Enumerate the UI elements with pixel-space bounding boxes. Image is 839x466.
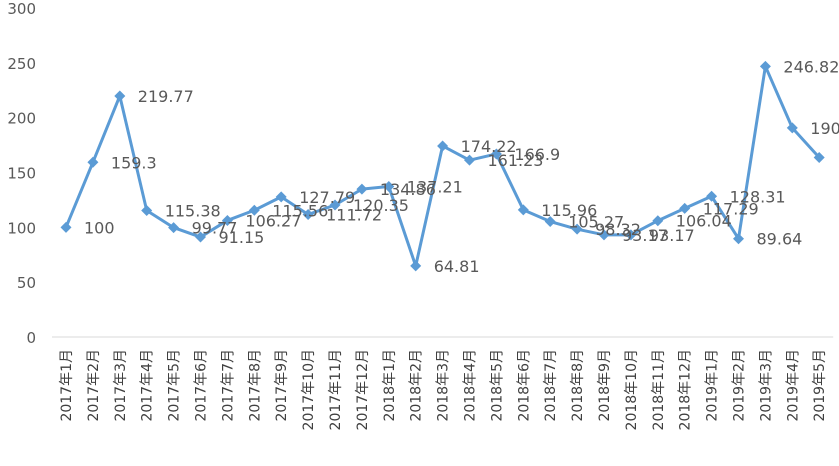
x-tick-label: 2018年8月: [570, 349, 586, 422]
data-point-marker: [195, 231, 206, 243]
data-label: 89.64: [757, 230, 803, 249]
data-point-marker: [625, 229, 637, 241]
data-point-marker: [759, 60, 771, 72]
data-label: 91.15: [219, 228, 265, 247]
data-point-marker: [248, 204, 260, 216]
data-point-marker: [786, 122, 798, 134]
data-labels: 100159.3219.77115.3899.7791.15106.27115.…: [84, 57, 839, 276]
data-point-marker: [598, 229, 610, 241]
x-tick-label: 2017年9月: [274, 349, 290, 422]
x-tick-label: 2018年5月: [489, 349, 505, 422]
data-label: 106.27: [245, 211, 301, 230]
x-tick-label: 2017年3月: [113, 349, 129, 422]
data-markers: [60, 60, 825, 272]
data-point-marker: [679, 202, 691, 214]
data-point-marker: [60, 221, 72, 233]
data-label: 163.65: [837, 149, 839, 168]
data-label: 115.56: [272, 201, 328, 220]
y-axis: 0 50 100 150 200 250 300: [7, 0, 36, 347]
x-tick-label: 2018年12月: [678, 349, 694, 430]
data-point-marker: [571, 223, 583, 235]
x-tick-label: 2017年11月: [328, 349, 344, 430]
x-tick-label: 2019年3月: [758, 349, 774, 422]
data-point-marker: [275, 191, 287, 203]
data-label: 93.17: [622, 226, 668, 245]
y-tick-label: 250: [7, 55, 36, 73]
x-tick-label: 2019年2月: [732, 349, 748, 422]
data-label: 190.66: [810, 119, 839, 138]
y-tick-label: 200: [7, 110, 36, 128]
data-label: 159.3: [111, 153, 157, 172]
x-tick-label: 2017年10月: [301, 349, 317, 430]
data-point-marker: [168, 222, 180, 234]
y-tick-label: 100: [7, 219, 36, 237]
x-tick-label: 2018年3月: [436, 349, 452, 422]
data-point-marker: [517, 204, 529, 216]
x-tick-label: 2018年9月: [597, 349, 613, 422]
x-tick-label: 2019年1月: [705, 349, 721, 422]
data-point-marker: [464, 154, 475, 166]
data-label: 166.9: [514, 145, 560, 164]
data-label: 111.72: [326, 205, 382, 224]
x-tick-label: 2017年12月: [355, 349, 371, 430]
data-label: 106.04: [676, 212, 732, 231]
data-label: 64.81: [434, 257, 480, 276]
x-tick-label: 2018年6月: [516, 349, 532, 422]
data-point-marker: [733, 233, 744, 245]
data-point-marker: [383, 181, 395, 193]
x-tick-label: 2017年6月: [194, 349, 210, 422]
data-label: 115.96: [541, 201, 597, 220]
data-label: 219.77: [138, 87, 194, 106]
data-label: 128.31: [730, 187, 786, 206]
data-point-marker: [652, 215, 664, 227]
x-tick-label: 2017年7月: [220, 349, 236, 422]
data-label: 120.35: [353, 196, 409, 215]
data-point-marker: [706, 190, 718, 202]
x-tick-label: 2017年5月: [167, 349, 183, 422]
data-label: 134.86: [380, 180, 436, 199]
data-label: 117.29: [703, 199, 759, 218]
data-label: 100: [84, 218, 115, 237]
x-tick-label: 2018年7月: [543, 349, 559, 422]
data-point-marker: [114, 90, 126, 102]
x-tick-label: 2018年10月: [624, 349, 640, 430]
x-tick-label: 2017年8月: [247, 349, 263, 422]
x-tick-label: 2019年5月: [812, 349, 828, 422]
data-label: 99.77: [192, 219, 238, 238]
data-point-marker: [437, 140, 449, 152]
data-label: 93.17: [649, 226, 695, 245]
x-tick-label: 2018年2月: [409, 349, 425, 422]
data-label: 127.79: [299, 188, 355, 207]
data-label: 98.32: [595, 220, 641, 239]
data-point-marker: [490, 148, 502, 160]
data-point-marker: [87, 156, 99, 168]
y-tick-label: 150: [7, 165, 36, 183]
y-tick-label: 50: [17, 274, 36, 292]
data-point-marker: [544, 216, 556, 228]
x-axis: 2017年1月 2017年2月 2017年3月 2017年4月 2017年5月 2017年…: [59, 349, 828, 430]
data-point-marker: [813, 152, 825, 164]
data-point-marker: [221, 214, 233, 226]
data-label: 161.23: [488, 151, 544, 170]
data-point-marker: [356, 183, 368, 195]
data-point-marker: [141, 204, 153, 216]
data-label: 137.21: [407, 178, 463, 197]
x-tick-label: 2019年4月: [785, 349, 801, 422]
data-label: 105.27: [568, 213, 624, 232]
data-label: 174.22: [461, 137, 517, 156]
x-tick-label: 2017年2月: [86, 349, 102, 422]
x-tick-label: 2018年4月: [463, 349, 479, 422]
data-label: 115.38: [165, 201, 221, 220]
data-point-marker: [410, 260, 422, 272]
data-label: 246.82: [783, 57, 839, 76]
data-point-marker: [329, 199, 341, 211]
y-tick-label: 300: [7, 0, 36, 18]
data-point-marker: [302, 208, 314, 220]
x-tick-label: 2018年11月: [651, 349, 667, 430]
x-tick-label: 2018年1月: [382, 349, 398, 422]
x-tick-label: 2017年4月: [140, 349, 156, 422]
x-tick-label: 2017年1月: [59, 349, 75, 422]
y-tick-label: 0: [26, 329, 36, 347]
